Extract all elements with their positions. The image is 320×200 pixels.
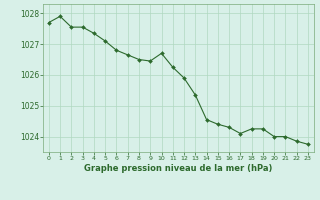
X-axis label: Graphe pression niveau de la mer (hPa): Graphe pression niveau de la mer (hPa): [84, 164, 273, 173]
